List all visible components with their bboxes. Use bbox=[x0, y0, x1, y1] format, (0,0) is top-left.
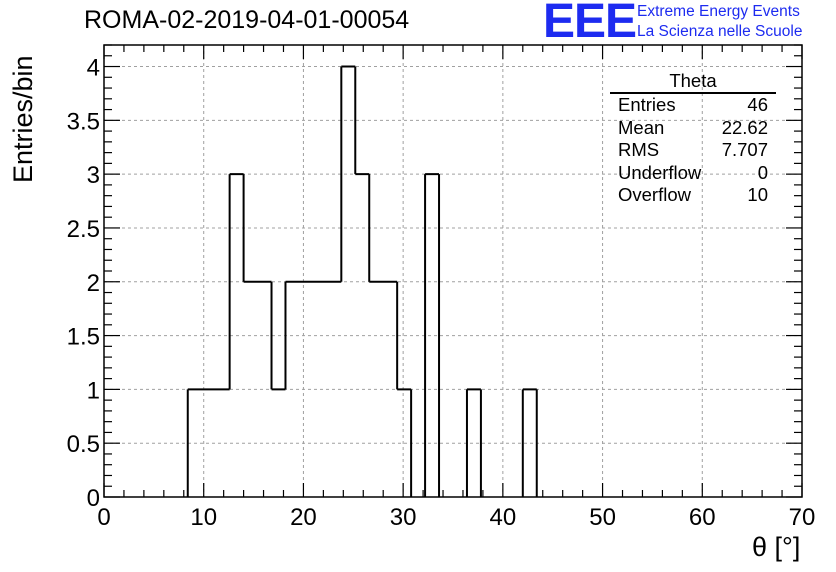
stats-row-entries: Entries 46 bbox=[610, 94, 776, 117]
x-tick-label: 10 bbox=[190, 504, 217, 531]
x-tick-label: 20 bbox=[290, 504, 317, 531]
histogram-bar bbox=[341, 67, 355, 497]
stats-label: Underflow bbox=[618, 161, 702, 183]
stats-value: 10 bbox=[747, 184, 768, 205]
y-tick-label: 0.5 bbox=[67, 431, 100, 458]
stats-box: Theta Entries 46 Mean 22.62 RMS 7.707 Un… bbox=[610, 71, 776, 207]
stats-value: 7.707 bbox=[721, 139, 768, 160]
stats-label: RMS bbox=[618, 139, 660, 160]
stats-row-underflow: Underflow 0 bbox=[610, 162, 776, 185]
x-tick-label: 50 bbox=[589, 504, 616, 531]
x-tick-label: 0 bbox=[97, 504, 110, 531]
stats-value: 0 bbox=[757, 161, 768, 183]
stats-value: 46 bbox=[747, 94, 768, 115]
logo-subtitle-2: La Scienza nelle Scuole bbox=[637, 23, 803, 40]
stats-row-rms: RMS 7.707 bbox=[610, 139, 776, 162]
y-tick-label: 2 bbox=[87, 270, 100, 297]
y-tick-label: 0 bbox=[87, 485, 100, 512]
histogram-outline bbox=[186, 65, 538, 497]
x-axis-label: θ [°] bbox=[752, 532, 801, 562]
x-tick-label: 70 bbox=[789, 504, 816, 531]
histogram-bar bbox=[258, 282, 272, 497]
y-tick-label: 2.5 bbox=[67, 216, 100, 243]
stats-title: Theta bbox=[610, 71, 776, 94]
x-tick-label: 30 bbox=[390, 504, 417, 531]
stats-row-mean: Mean 22.62 bbox=[610, 117, 776, 140]
y-tick-label: 1.5 bbox=[67, 324, 100, 351]
stats-label: Overflow bbox=[618, 184, 691, 205]
stats-value: 22.62 bbox=[721, 116, 768, 138]
y-tick-label: 3.5 bbox=[67, 108, 100, 135]
histogram-bar bbox=[383, 282, 397, 497]
y-tick-label: 1 bbox=[87, 377, 100, 404]
eee-logo: EEE bbox=[543, 0, 637, 48]
x-tick-label: 60 bbox=[689, 504, 716, 531]
chart-title: ROMA-02-2019-04-01-00054 bbox=[84, 6, 410, 34]
stats-label: Mean bbox=[618, 116, 665, 138]
stats-label: Entries bbox=[618, 94, 676, 115]
logo-subtitle-1: Extreme Energy Events bbox=[637, 3, 800, 20]
y-tick-label: 4 bbox=[87, 55, 100, 82]
histogram-bar bbox=[216, 389, 230, 497]
y-tick-label: 3 bbox=[87, 162, 100, 189]
stats-row-overflow: Overflow 10 bbox=[610, 184, 776, 207]
histogram-bar bbox=[299, 282, 313, 497]
y-axis-label: Entries/bin bbox=[8, 55, 38, 183]
x-tick-label: 40 bbox=[490, 504, 517, 531]
